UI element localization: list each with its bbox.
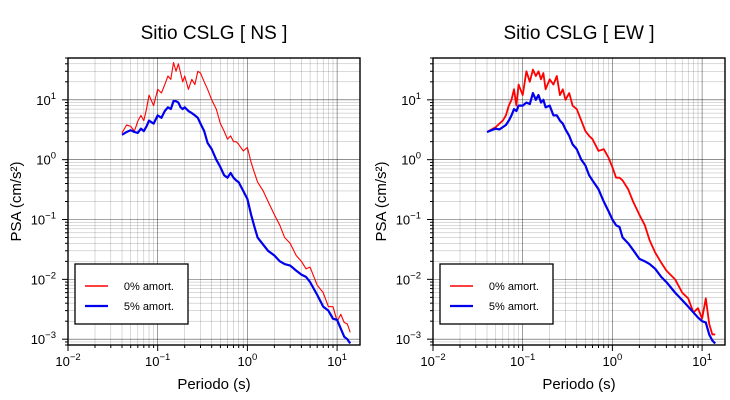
- x-tick-label-exponent: −2: [70, 352, 81, 363]
- x-tick-label-base: 10: [55, 354, 69, 369]
- x-tick-label: 10−2: [55, 352, 80, 369]
- x-tick-label-base: 10: [238, 354, 252, 369]
- y-tick-label-base: 10: [401, 153, 415, 168]
- y-tick-label-base: 10: [401, 93, 415, 108]
- y-tick-label-exponent: 0: [416, 151, 421, 162]
- series-line-damped: [121, 100, 352, 345]
- legend-label: 5% amort.: [489, 301, 539, 313]
- series-line-undamped: [486, 68, 716, 336]
- series-line-undamped: [121, 61, 351, 333]
- x-tick-label: 10−2: [420, 352, 445, 369]
- x-tick-label-base: 10: [145, 354, 159, 369]
- tick-marks: [427, 57, 703, 351]
- legend: 0% amort. 5% amort.: [74, 263, 189, 325]
- x-tick-label-exponent: 0: [617, 352, 622, 363]
- x-tick-label: 100: [238, 352, 258, 369]
- x-tick-label-base: 10: [603, 354, 617, 369]
- y-tick-label: 101: [401, 91, 421, 108]
- series-line-damped: [486, 91, 716, 345]
- y-tick-label-exponent: 1: [51, 91, 56, 102]
- y-tick-label-base: 10: [31, 213, 45, 228]
- y-tick-label: 101: [36, 91, 56, 108]
- y-tick-label-exponent: −3: [410, 330, 421, 341]
- legend: 0% amort. 5% amort.: [439, 263, 554, 325]
- x-tick-label: 101: [327, 352, 347, 369]
- x-tick-label: 101: [692, 352, 712, 369]
- legend-box: [74, 263, 189, 325]
- x-tick-label: 10−1: [145, 352, 170, 369]
- x-tick-label-exponent: 0: [252, 352, 257, 363]
- y-tick-label-base: 10: [396, 332, 410, 347]
- x-tick-label: 10−1: [510, 352, 535, 369]
- y-tick-label: 10−2: [31, 270, 56, 287]
- x-tick-label-exponent: 1: [342, 352, 347, 363]
- x-tick-label-exponent: −1: [160, 352, 171, 363]
- y-tick-label-base: 10: [36, 153, 50, 168]
- y-tick-label-base: 10: [31, 332, 45, 347]
- chart-title: Sitio CSLG [ NS ]: [141, 23, 288, 44]
- legend-label: 0% amort.: [124, 281, 174, 293]
- y-tick-label-base: 10: [31, 272, 45, 287]
- y-tick-label: 10−3: [31, 330, 56, 347]
- x-tick-label-base: 10: [420, 354, 434, 369]
- y-tick-label-base: 10: [36, 93, 50, 108]
- legend-label: 0% amort.: [489, 281, 539, 293]
- y-tick-label: 10−2: [396, 270, 421, 287]
- chart-title: Sitio CSLG [ EW ]: [504, 23, 655, 44]
- tick-marks: [62, 57, 338, 351]
- y-tick-label-exponent: −2: [45, 270, 56, 281]
- y-tick-label: 10−1: [31, 211, 56, 228]
- y-tick-label-base: 10: [396, 213, 410, 228]
- y-tick-label-exponent: −1: [45, 211, 56, 222]
- y-tick-label: 100: [36, 151, 56, 168]
- x-axis-label: Periodo (s): [177, 376, 250, 393]
- y-tick-label: 10−3: [396, 330, 421, 347]
- x-tick-label-base: 10: [692, 354, 706, 369]
- y-tick-label-base: 10: [396, 272, 410, 287]
- legend-box: [439, 263, 554, 325]
- y-tick-label-exponent: 0: [51, 151, 56, 162]
- y-axis-label: PSA (cm/s²): [8, 161, 25, 241]
- y-tick-label-exponent: −3: [45, 330, 56, 341]
- x-tick-label-exponent: −2: [435, 352, 446, 363]
- legend-label: 5% amort.: [124, 301, 174, 313]
- x-tick-label-base: 10: [327, 354, 341, 369]
- x-tick-label-exponent: −1: [525, 352, 536, 363]
- y-tick-label: 10−1: [396, 211, 421, 228]
- x-tick-label-base: 10: [510, 354, 524, 369]
- x-axis-label: Periodo (s): [542, 376, 615, 393]
- y-axis-label: PSA (cm/s²): [373, 161, 390, 241]
- y-tick-label-exponent: −1: [410, 211, 421, 222]
- y-tick-label-exponent: −2: [410, 270, 421, 281]
- x-tick-label: 100: [603, 352, 623, 369]
- x-tick-label-exponent: 1: [707, 352, 712, 363]
- y-tick-label-exponent: 1: [416, 91, 421, 102]
- y-tick-label: 100: [401, 151, 421, 168]
